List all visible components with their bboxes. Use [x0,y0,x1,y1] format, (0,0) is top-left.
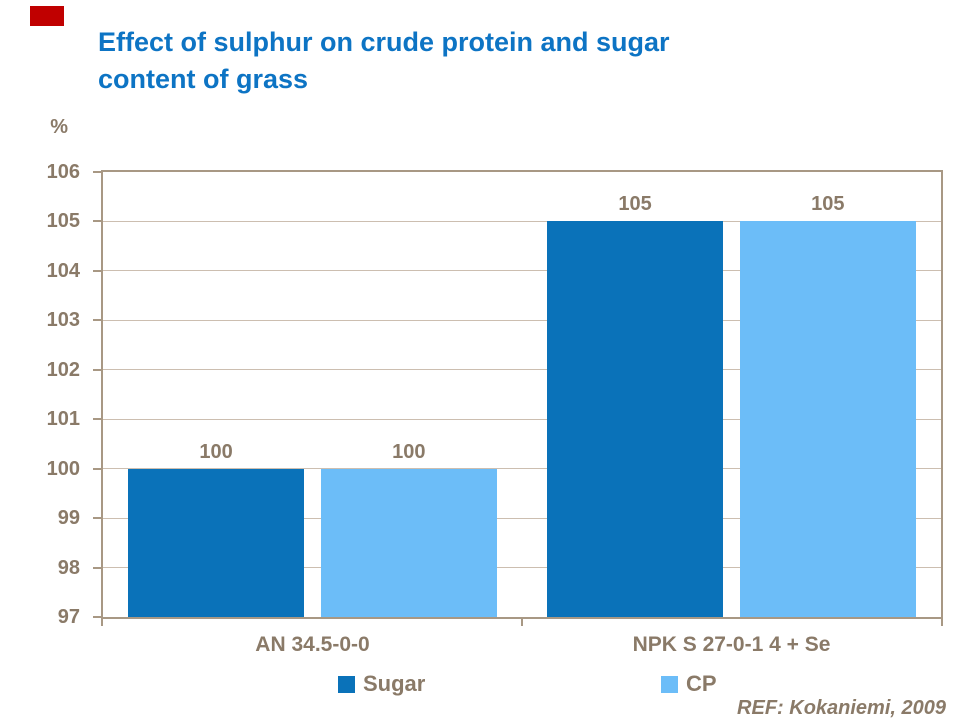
y-tick-mark [93,220,101,223]
y-tick-label: 100 [46,457,80,480]
y-tick-mark [93,418,101,421]
y-tick-label: 106 [46,161,80,183]
y-tick-label: 98 [57,556,80,579]
gridline [103,567,941,569]
y-tick-label: 99 [57,507,80,530]
category-label: NPK S 27-0-1 4 + Se [632,633,831,656]
chart-title-line-2: content of grass [98,64,309,94]
bar-value-label: 100 [199,440,233,463]
y-tick-mark [93,368,101,371]
bar-cp-1 [320,468,497,617]
y-tick-mark [93,269,101,272]
y-tick-label: 97 [57,606,80,628]
x-tick-mark [521,619,523,626]
bar-value-label: 100 [392,440,426,463]
y-tick-mark [93,171,101,173]
bar-sugar-2 [547,221,724,617]
y-tick-label: 105 [46,210,80,233]
y-tick-label: 102 [46,358,80,381]
gridline [103,369,941,371]
gridline [103,220,941,222]
gridline [103,517,941,519]
y-tick-label: 104 [46,259,80,282]
gridline [103,319,941,321]
bar-value-label: 105 [811,193,845,216]
bar-cp-2 [739,221,916,617]
gridline [103,270,941,272]
legend-swatch-cp [661,675,678,693]
bar-sugar-1 [128,468,305,617]
reference-citation: REF: Kokaniemi, 2009 [737,697,946,719]
y-tick-label: 103 [46,309,80,332]
y-tick-mark [93,467,101,470]
legend-label: Sugar [363,671,426,696]
red-flag-mark [30,6,64,26]
bar-value-label: 105 [618,193,652,216]
x-tick-mark [101,619,103,626]
y-tick-mark [93,616,101,618]
legend-item-sugar: Sugar [338,672,425,696]
x-tick-mark [941,619,943,626]
y-axis-unit-label: % [50,116,68,138]
gridline [103,418,941,420]
y-tick-mark [93,566,101,569]
y-tick-mark [93,319,101,322]
y-tick-label: 101 [46,408,80,431]
legend-item-cp: CP [661,672,717,696]
plot-area: 100 100 105 105 [101,170,943,619]
chart-title: Effect of sulphur on crude protein and s… [98,24,838,98]
legend-swatch-sugar [338,675,355,693]
chart-title-line-1: Effect of sulphur on crude protein and s… [98,27,670,57]
y-tick-mark [93,517,101,520]
legend-label: CP [686,671,717,696]
category-label: AN 34.5-0-0 [255,633,370,656]
gridline [103,468,941,470]
